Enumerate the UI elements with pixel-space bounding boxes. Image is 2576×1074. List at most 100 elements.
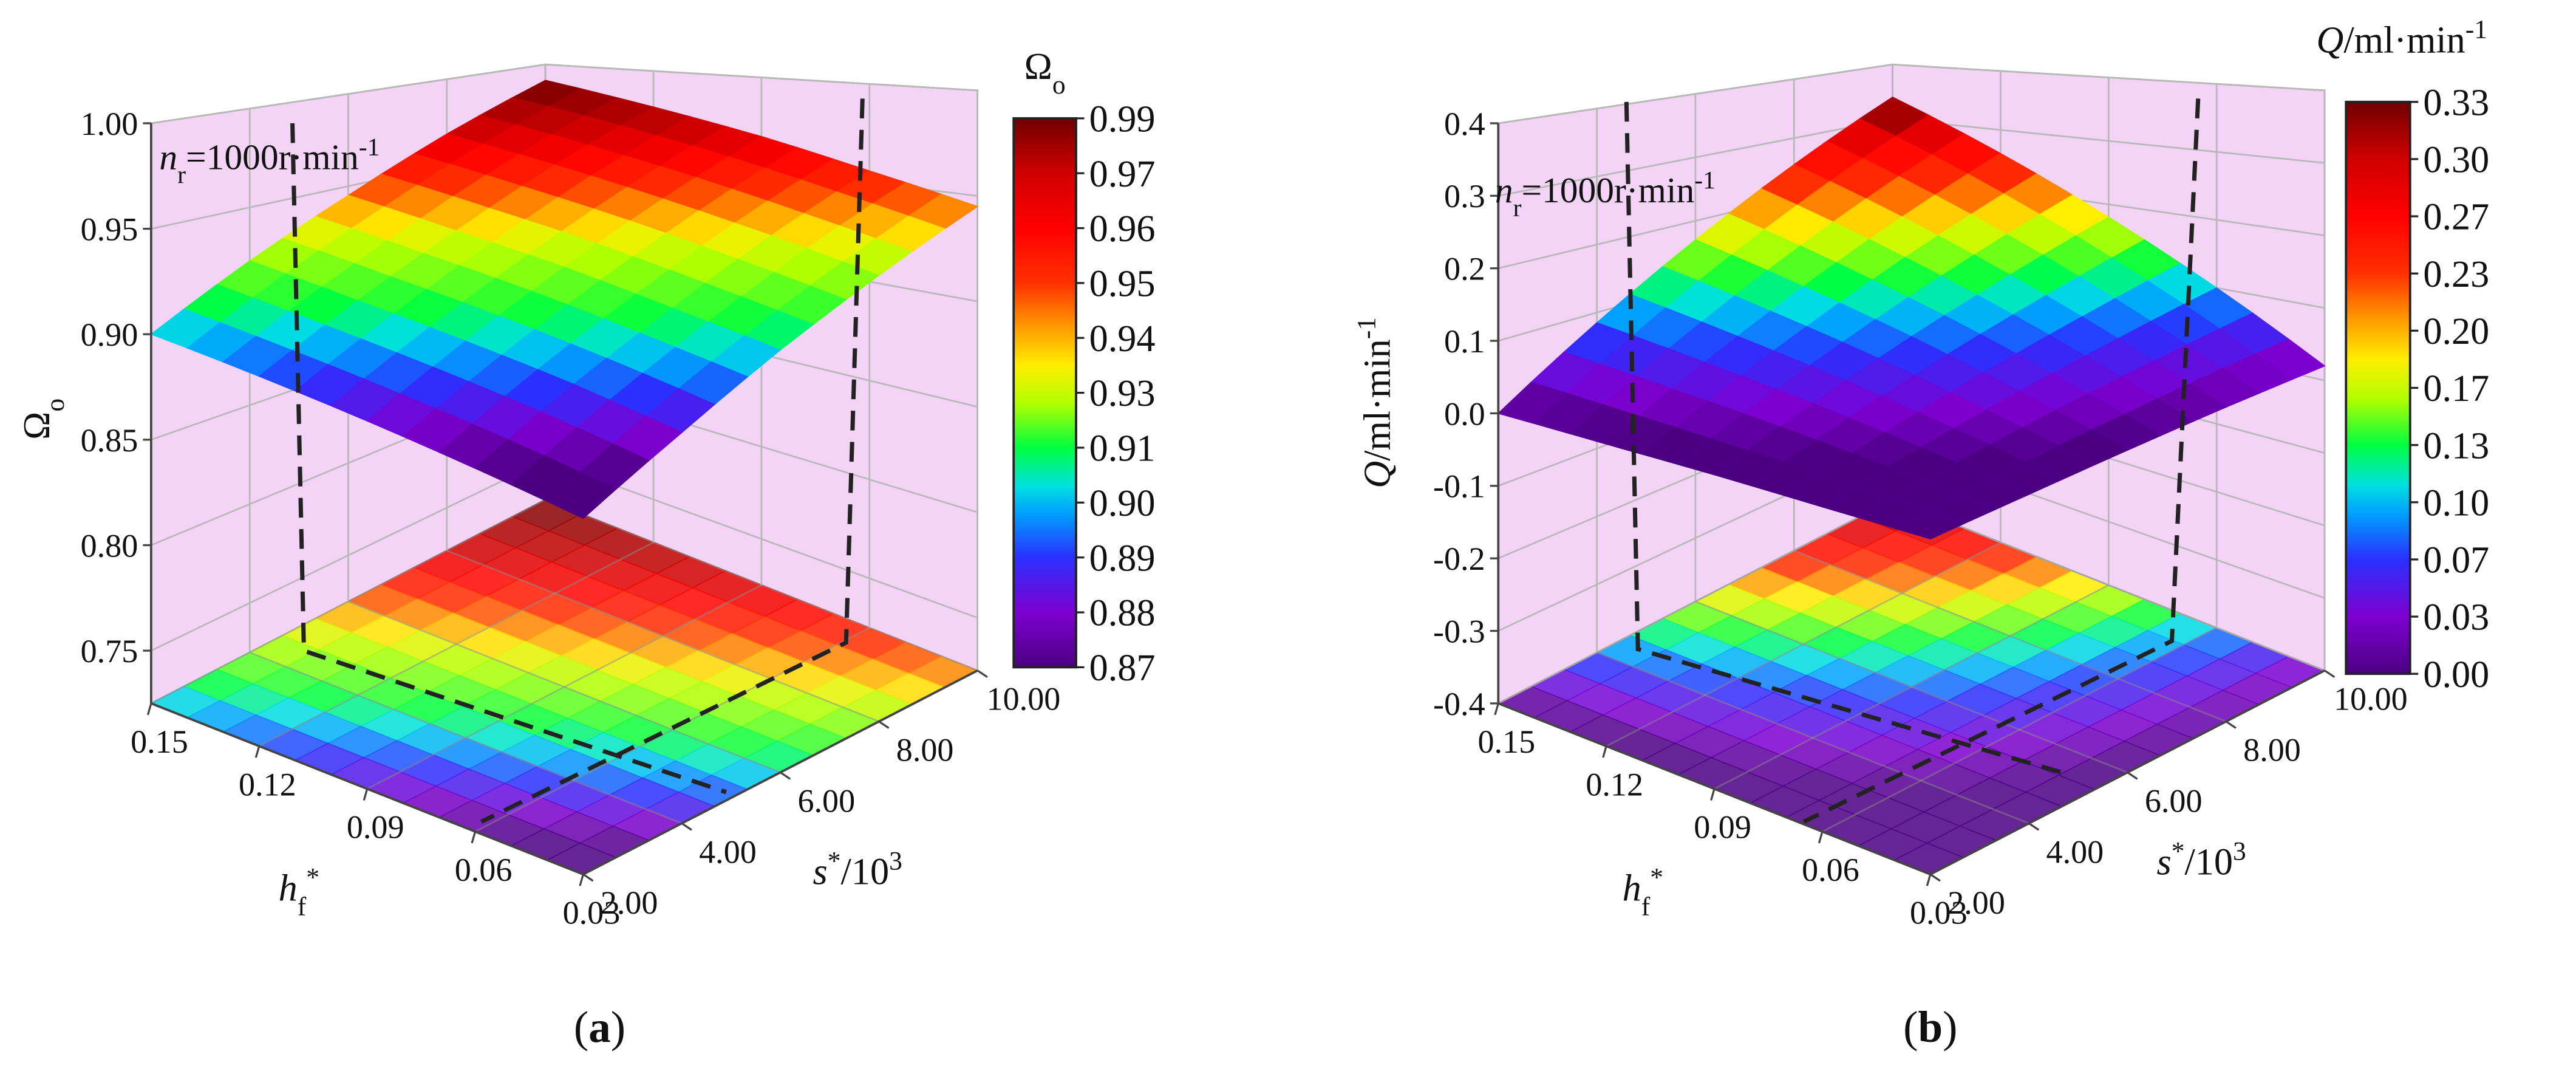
colorbar-title-part: Q (2316, 20, 2343, 61)
panel-label-part: ( (1903, 1002, 1918, 1052)
colorbar-label: 0.93 (1089, 373, 1156, 414)
z-tick-label: 0.3 (1444, 178, 1485, 214)
colorbar (2345, 100, 2411, 676)
tick-mark (2324, 669, 2336, 678)
annotation-part: -1 (1694, 166, 1716, 194)
tick-mark (2127, 771, 2138, 780)
z-tick-label: 0.2 (1444, 251, 1485, 287)
colorbar-label: 0.07 (2423, 540, 2489, 581)
x-axis-label-part: * (1650, 863, 1663, 892)
tick-mark (1710, 788, 1716, 801)
y-axis-label-part: s (813, 852, 828, 893)
colorbar-title: Q/ml·min-1 (2316, 15, 2487, 61)
x-axis-label-part: h (279, 868, 298, 909)
annotation: nr=1000r·min-1 (1495, 166, 1716, 222)
y-tick-label: 8.00 (896, 732, 954, 768)
z-axis-label-part: Q (1357, 461, 1399, 488)
z-tick-label: 0.80 (81, 527, 138, 564)
annotation-part: n (159, 137, 177, 177)
y-tick-label: 4.00 (2046, 833, 2104, 870)
annotation-part: -1 (359, 134, 380, 162)
x-tick-label: 0.03 (563, 894, 621, 931)
colorbar-title-part: Ω (1024, 46, 1052, 87)
tick-mark (471, 831, 477, 844)
z-axis-label-part: o (41, 398, 70, 412)
z-tick-label: 0.85 (81, 422, 138, 459)
tick-mark (1926, 874, 1932, 886)
z-tick-label: 0.1 (1444, 323, 1485, 360)
colorbar-label: 0.13 (2423, 425, 2489, 467)
reference-line (480, 98, 865, 824)
grid-line (1714, 584, 2109, 790)
y-tick-label: 10.00 (987, 681, 1061, 717)
colorbar-title: Ωo (1024, 46, 1066, 100)
z-axis-label: Q/ml·min-1 (1352, 317, 1399, 488)
colorbar-label: 0.89 (1089, 538, 1156, 579)
colorbar-label: 0.00 (2423, 654, 2489, 696)
x-tick-label: 0.03 (1910, 894, 1968, 931)
colorbar-label: 0.23 (2423, 254, 2489, 295)
z-axis-label-part: -1 (1352, 317, 1382, 339)
colorbar-label: 0.88 (1089, 593, 1156, 634)
z-axis-label-part: /ml·min (1357, 339, 1399, 460)
reference-line (290, 123, 727, 795)
panel-label-part: ( (574, 1002, 588, 1052)
x-tick-label: 0.06 (455, 852, 513, 888)
tick-mark (878, 720, 890, 729)
annotation: nr=1000r·min-1 (159, 134, 380, 190)
grid-line (151, 499, 546, 705)
grid-line (1606, 541, 2002, 747)
z-tick-label: 0.0 (1444, 395, 1485, 432)
colorbar (1012, 117, 1077, 669)
x-tick-label: 0.15 (1477, 723, 1535, 760)
tick-mark (363, 788, 369, 801)
y-axis-label: s*/103 (813, 847, 902, 893)
x-axis-label-part: h (1623, 868, 1641, 909)
colorbar-label: 0.87 (1089, 648, 1156, 689)
panel-label-part: b (1918, 1002, 1943, 1052)
panel-label: (b) (1903, 1002, 1957, 1052)
colorbar-label: 0.97 (1089, 154, 1156, 195)
y-tick-label: 8.00 (2243, 732, 2301, 768)
x-tick-label: 0.06 (1802, 852, 1859, 888)
colorbar-label: 0.17 (2423, 368, 2489, 409)
grid-line (1822, 627, 2217, 833)
y-tick-label: 10.00 (2334, 681, 2408, 717)
y-tick-label: 4.00 (699, 833, 757, 870)
x-tick-label: 0.12 (239, 766, 296, 802)
tick-mark (254, 745, 261, 758)
x-axis-label-part: f (1641, 892, 1651, 922)
tick-mark (976, 669, 988, 678)
grid-line (367, 584, 762, 790)
z-axis-label-part: Ω (16, 412, 58, 440)
colorbar-label: 0.95 (1089, 264, 1156, 305)
grid-line (1498, 499, 1893, 705)
panel-label: (a) (574, 1002, 625, 1052)
x-tick-label: 0.09 (1694, 809, 1751, 846)
z-tick-label: 1.00 (81, 106, 138, 142)
tick-mark (582, 873, 594, 882)
colorbar-label: 0.91 (1089, 428, 1156, 470)
tick-mark (1929, 873, 1941, 882)
z-tick-label: 0.95 (81, 211, 138, 247)
colorbar-label: 0.30 (2423, 140, 2489, 181)
annotation-part: r (177, 162, 186, 190)
x-tick-label: 0.12 (1586, 766, 1643, 802)
reference-lines (290, 98, 2201, 824)
x-axis-label-part: * (306, 863, 319, 892)
y-axis-label-part: 3 (889, 847, 902, 876)
colorbar-label: 0.03 (2423, 597, 2489, 638)
colorbar-label: 0.33 (2423, 82, 2489, 123)
z-tick-label: -0.1 (1433, 468, 1485, 505)
x-tick-label: 0.09 (347, 809, 404, 846)
z-tick-label: 0.4 (1444, 106, 1485, 142)
y-tick-label: 2.00 (1947, 884, 2005, 921)
tick-mark (1602, 745, 1607, 758)
surface-patch (546, 471, 617, 519)
panel-label-part: ) (1943, 1002, 1957, 1052)
tick-mark (2225, 720, 2237, 729)
surface-patch (1893, 511, 1965, 540)
grid-line (474, 627, 870, 833)
x-axis-label: hf* (279, 863, 319, 922)
